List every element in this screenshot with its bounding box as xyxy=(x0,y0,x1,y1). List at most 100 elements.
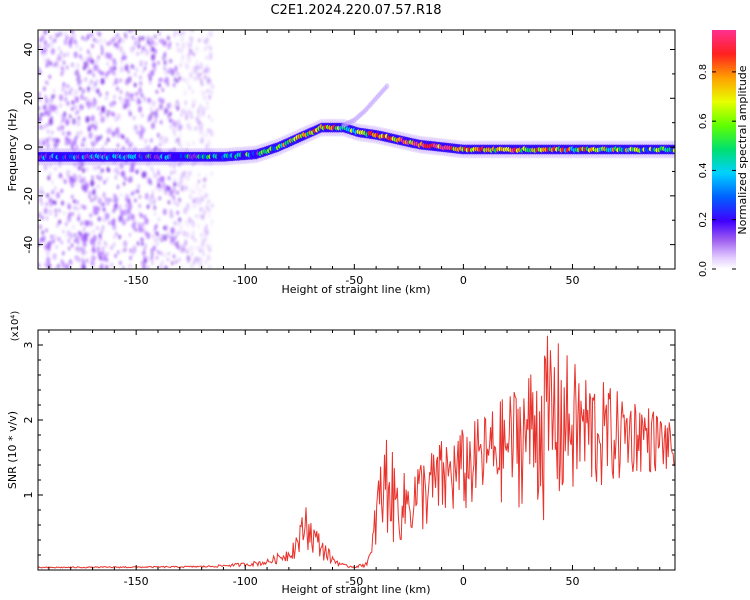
noise-speckle xyxy=(84,37,88,42)
noise-speckle xyxy=(51,239,55,244)
noise-speckle xyxy=(99,175,103,181)
noise-speckle xyxy=(154,145,158,151)
noise-speckle xyxy=(73,232,77,238)
noise-speckle xyxy=(173,220,177,226)
noise-speckle xyxy=(101,217,105,222)
noise-speckle xyxy=(154,42,158,47)
noise-speckle xyxy=(193,204,196,209)
noise-speckle xyxy=(71,211,74,217)
noise-speckle xyxy=(124,55,127,60)
noise-speckle xyxy=(39,224,42,230)
noise-speckle xyxy=(155,89,159,95)
noise-speckle xyxy=(103,38,106,43)
noise-speckle xyxy=(60,240,64,245)
noise-speckle xyxy=(71,146,75,151)
noise-speckle xyxy=(68,232,74,240)
noise-speckle xyxy=(128,232,132,238)
noise-speckle xyxy=(149,180,153,186)
noise-speckle xyxy=(179,47,184,54)
noise-speckle xyxy=(195,59,198,65)
noise-speckle xyxy=(152,169,155,175)
noise-speckle xyxy=(208,128,212,133)
noise-speckle xyxy=(55,137,58,143)
noise-speckle xyxy=(45,63,49,68)
noise-speckle xyxy=(47,262,52,269)
noise-speckle xyxy=(99,134,103,140)
noise-speckle xyxy=(204,45,208,50)
noise-speckle xyxy=(60,259,64,264)
noise-speckle xyxy=(105,177,109,182)
noise-speckle xyxy=(115,231,118,237)
noise-speckle xyxy=(150,36,153,42)
noise-speckle xyxy=(207,43,210,48)
noise-speckle xyxy=(49,35,53,40)
noise-speckle xyxy=(205,68,208,73)
noise-speckle xyxy=(73,34,76,39)
noise-speckle xyxy=(206,243,210,249)
noise-speckle xyxy=(153,67,157,72)
noise-speckle xyxy=(151,100,156,107)
noise-speckle xyxy=(127,203,133,210)
noise-speckle xyxy=(41,215,44,221)
noise-speckle xyxy=(41,142,45,148)
noise-speckle xyxy=(206,254,211,262)
noise-speckle xyxy=(135,169,139,175)
noise-speckle xyxy=(150,69,155,77)
noise-speckle xyxy=(62,210,66,216)
noise-speckle xyxy=(137,39,141,44)
noise-speckle xyxy=(190,252,194,257)
noise-speckle xyxy=(43,111,46,117)
noise-speckle xyxy=(196,186,199,191)
noise-speckle xyxy=(198,72,202,77)
noise-speckle xyxy=(90,254,95,262)
noise-speckle xyxy=(169,124,173,129)
noise-speckle xyxy=(131,222,136,230)
noise-speckle xyxy=(118,37,122,42)
noise-speckle xyxy=(154,118,157,124)
noise-speckle xyxy=(184,220,188,225)
noise-speckle xyxy=(78,174,82,180)
noise-speckle xyxy=(150,111,154,116)
noise-speckle xyxy=(151,189,155,195)
noise-speckle xyxy=(186,222,190,228)
noise-speckle xyxy=(154,112,159,119)
noise-speckle xyxy=(85,147,89,152)
noise-speckle xyxy=(156,168,160,173)
noise-speckle xyxy=(81,264,86,269)
noise-speckle xyxy=(155,241,159,246)
noise-speckle xyxy=(67,230,70,235)
noise-speckle xyxy=(167,67,172,75)
noise-speckle xyxy=(140,49,144,55)
noise-speckle xyxy=(172,190,176,195)
noise-speckle xyxy=(176,106,180,111)
noise-speckle xyxy=(107,220,111,226)
noise-speckle xyxy=(133,72,137,77)
noise-speckle xyxy=(43,58,47,63)
noise-speckle xyxy=(157,182,160,188)
noise-speckle xyxy=(116,131,121,139)
noise-speckle xyxy=(65,35,69,40)
noise-speckle xyxy=(121,265,125,269)
noise-speckle xyxy=(138,88,143,95)
snr-axes: -150 -100 -50 0 50 1 2 3 xyxy=(22,330,675,588)
noise-speckle xyxy=(127,69,130,74)
noise-speckle xyxy=(81,183,86,191)
noise-speckle xyxy=(207,114,211,120)
noise-speckle xyxy=(54,266,57,269)
noise-speckle xyxy=(163,40,167,46)
noise-speckle xyxy=(162,181,165,187)
noise-speckle xyxy=(100,202,104,208)
noise-speckle xyxy=(94,140,98,146)
noise-speckle xyxy=(187,142,190,147)
noise-speckle xyxy=(144,61,148,66)
noise-speckle xyxy=(121,56,124,61)
noise-speckle xyxy=(202,185,207,193)
noise-speckle xyxy=(178,76,182,81)
noise-speckle xyxy=(100,116,105,123)
noise-speckle xyxy=(176,202,179,207)
noise-speckle xyxy=(103,179,106,185)
noise-speckle xyxy=(134,125,138,130)
noise-speckle xyxy=(64,92,68,97)
noise-speckle xyxy=(48,118,53,125)
snr-y-axis-label: SNR (10 * v/v) xyxy=(6,411,19,489)
